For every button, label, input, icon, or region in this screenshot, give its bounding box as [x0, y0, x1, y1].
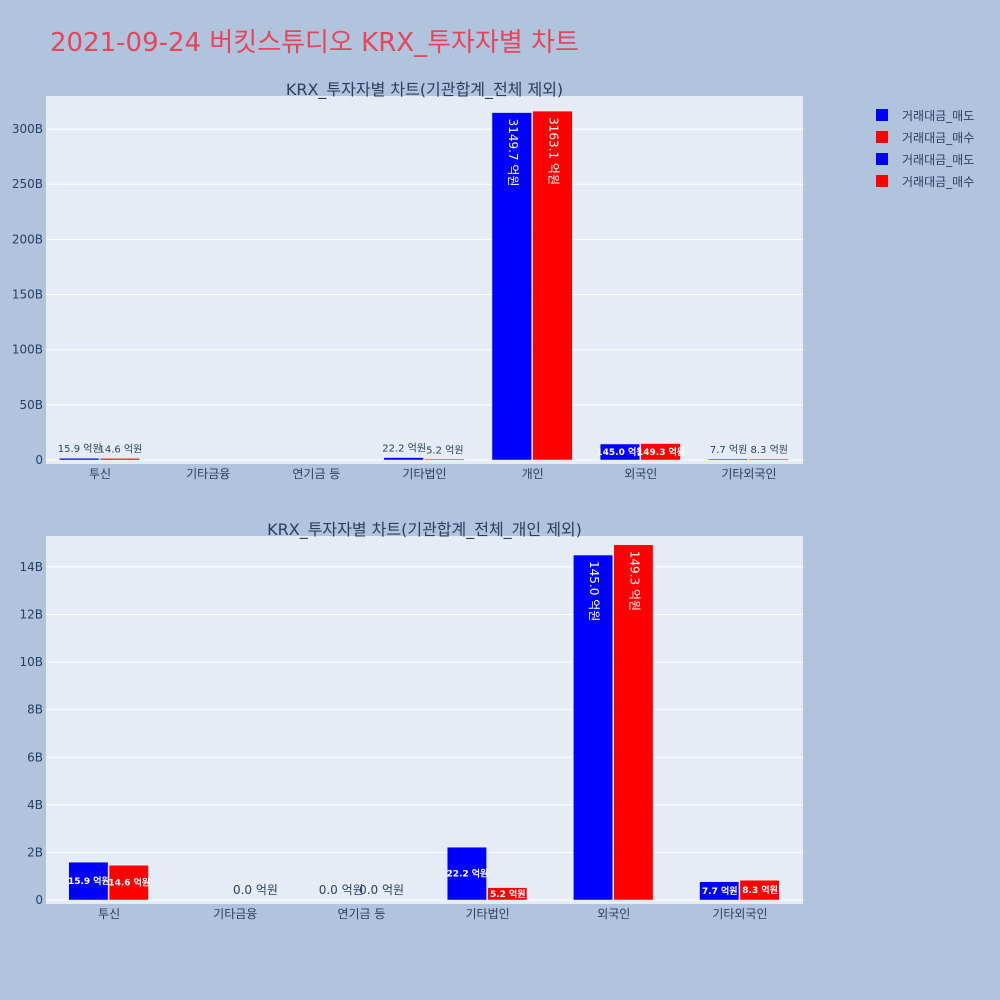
x-tick-label: 기타외국인 [712, 907, 767, 921]
data-label: 149.3 억원 [637, 446, 685, 458]
y-tick-label: 14B [19, 560, 43, 574]
y-tick-label: 0 [35, 893, 43, 907]
data-label: 0.0 억원 [233, 883, 278, 897]
data-label: 14.6 억원 [108, 877, 150, 889]
data-label: 5.2 억원 [426, 444, 463, 456]
y-tick-label: 300B [12, 122, 43, 136]
legend-swatch [876, 109, 888, 121]
legend-item[interactable]: 거래대금_매도 [876, 104, 996, 126]
y-tick-label: 100B [12, 343, 43, 357]
data-label: 145.0 억원 [596, 446, 644, 458]
legend-swatch [876, 175, 888, 187]
chart-title: KRX_투자자별 차트(기관합계_전체 제외) [286, 80, 563, 100]
y-tick-label: 250B [12, 177, 43, 191]
data-label: 22.2 억원 [382, 443, 426, 455]
legend-label: 거래대금_매도 [902, 108, 975, 123]
legend-label: 거래대금_매수 [902, 130, 975, 145]
legend-label: 거래대금_매수 [902, 174, 975, 189]
x-tick-label: 기타금융 [186, 467, 230, 481]
x-tick-label: 기타법인 [402, 467, 446, 481]
legend: 거래대금_매도 거래대금_매수 거래대금_매도 거래대금_매수 [876, 104, 996, 192]
bar [424, 458, 465, 461]
bar [383, 457, 424, 461]
data-label: 0.0 억원 [359, 883, 404, 897]
x-tick-label: 투신 [98, 907, 120, 921]
plot-area [46, 536, 803, 904]
legend-label: 거래대금_매도 [902, 152, 975, 167]
data-label: 8.3 억원 [751, 444, 788, 456]
y-tick-label: 8B [27, 703, 43, 717]
bar [739, 880, 780, 901]
data-label: 5.2 억원 [490, 888, 526, 900]
bar [699, 881, 740, 901]
y-tick-label: 200B [12, 232, 43, 246]
plot-area [46, 96, 803, 464]
legend-swatch [876, 153, 888, 165]
bar [748, 458, 789, 461]
bar [487, 887, 528, 901]
x-tick-label: 외국인 [624, 467, 657, 481]
page-title: 2021-09-24 버킷스튜디오 KRX_투자자별 차트 [50, 28, 579, 58]
data-label: 3149.7 억원 [506, 119, 520, 187]
chart-panel-bottom: 0 2B 4B 6B 8B 10B 12B 14B KRX_투자자별 차트(기관합계_전체_개인… [0, 510, 1000, 921]
data-label: 14.6 억원 [98, 443, 142, 455]
data-label: 15.9 억원 [58, 443, 102, 455]
data-label: 7.7 억원 [702, 885, 738, 897]
bar-chart-bottom: 0 2B 4B 6B 8B 10B 12B 14B KRX_투자자별 차트(기관합계_전체_개인… [19, 520, 803, 921]
y-tick-label: 4B [27, 798, 43, 812]
bar [68, 861, 109, 901]
x-tick-label: 투신 [89, 467, 111, 481]
bar [108, 865, 149, 901]
bar [491, 112, 532, 461]
data-label: 15.9 억원 [68, 875, 110, 887]
data-label: 22.2 억원 [446, 868, 488, 880]
y-tick-label: 6B [27, 750, 43, 764]
y-tick-label: 12B [19, 608, 43, 622]
bar [532, 110, 573, 461]
y-tick-label: 10B [19, 655, 43, 669]
legend-swatch [876, 131, 888, 143]
bar [59, 457, 100, 461]
bar [613, 544, 654, 901]
data-label: 149.3 억원 [627, 551, 641, 611]
x-tick-label: 기타외국인 [721, 467, 776, 481]
y-tick-label: 150B [12, 288, 43, 302]
data-label: 8.3 억원 [742, 884, 778, 896]
data-label: 145.0 억원 [587, 561, 601, 621]
legend-item[interactable]: 거래대금_매수 [876, 170, 996, 192]
bar [640, 443, 681, 461]
x-tick-label: 개인 [522, 467, 544, 481]
chart-title: KRX_투자자별 차트(기관합계_전체_개인 제외) [267, 520, 582, 540]
bar [708, 458, 749, 461]
chart-panel-top: 0 50B 100B 150B 200B 250B 300B KRX_투자자별 차트(기관합계… [0, 70, 1000, 490]
bar-chart-top: 0 50B 100B 150B 200B 250B 300B KRX_투자자별 차트(기관합계… [12, 80, 803, 481]
bar [599, 443, 641, 461]
legend-item[interactable]: 거래대금_매수 [876, 126, 996, 148]
bar [446, 846, 487, 901]
y-tick-label: 2B [27, 845, 43, 859]
x-tick-label: 연기금 등 [292, 467, 340, 481]
y-tick-label: 50B [19, 398, 43, 412]
bar [99, 458, 140, 461]
data-label: 3163.1 억원 [546, 117, 560, 185]
x-tick-label: 외국인 [597, 907, 630, 921]
data-label: 0.0 억원 [319, 883, 364, 897]
x-tick-label: 기타금융 [213, 907, 257, 921]
x-tick-label: 연기금 등 [337, 907, 385, 921]
data-label: 7.7 억원 [710, 444, 747, 456]
legend-item[interactable]: 거래대금_매도 [876, 148, 996, 170]
x-tick-label: 기타법인 [465, 907, 509, 921]
bar [573, 554, 613, 901]
y-tick-label: 0 [35, 453, 43, 467]
